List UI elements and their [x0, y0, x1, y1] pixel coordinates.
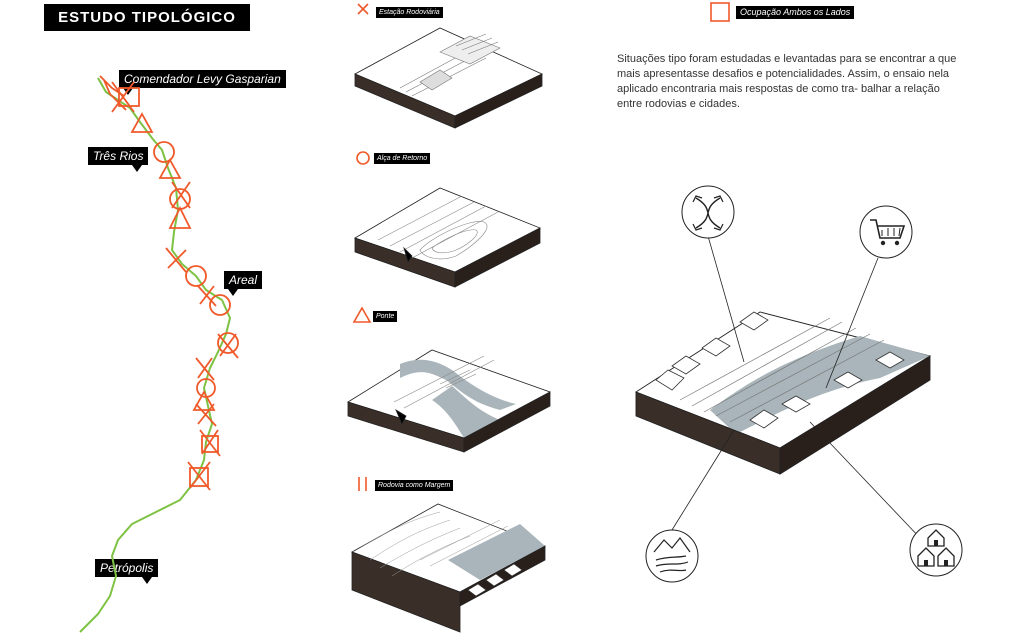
marker-square	[189, 467, 209, 487]
marker-x	[197, 285, 217, 307]
marker-square	[201, 435, 219, 453]
callout-line	[809, 421, 923, 541]
place-label-levy-gasparian: Comendador Levy Gasparian	[119, 70, 286, 95]
place-label-tres-rios: Três Rios	[88, 147, 149, 172]
legend-x-icon	[357, 3, 369, 15]
place-label-areal: Areal	[224, 271, 263, 296]
marker-circle	[217, 332, 239, 354]
description-text: Situações tipo foram estudadas e levanta…	[617, 53, 957, 110]
highway-route	[79, 77, 232, 633]
marker-circle	[209, 294, 231, 316]
legend-label-rodovia-como-margem: Rodovia como Margem	[375, 480, 454, 491]
callout-line	[825, 257, 879, 389]
marker-x	[195, 357, 215, 381]
callout-line	[707, 235, 745, 363]
block-combined-situation	[635, 311, 932, 475]
marker-circle	[185, 265, 207, 287]
legend-square-icon	[710, 2, 730, 22]
marker-x	[187, 461, 211, 491]
marker-triangle	[130, 112, 154, 133]
legend-label-alca-de-retorno: Alça de Retorno	[374, 153, 431, 164]
legend-label-estacao-rodoviaria: Estação Rodoviária	[376, 7, 443, 18]
marker-x	[195, 403, 217, 427]
marker-circle	[153, 141, 175, 163]
marker-triangle	[192, 390, 216, 411]
block-alca-de-retorno	[354, 187, 541, 288]
marker-x	[217, 333, 239, 359]
arrows-exchange-icon	[681, 185, 735, 239]
page-title: ESTUDO TIPOLÓGICO	[44, 4, 250, 31]
marker-x	[165, 247, 187, 273]
block-estacao-rodoviaria	[354, 27, 543, 129]
legend-circle-icon	[356, 151, 370, 165]
marker-x	[111, 81, 135, 113]
shopping-cart-icon	[859, 205, 913, 259]
route-markers	[111, 81, 239, 491]
block-rodovia-como-margem	[351, 503, 546, 633]
legend-label-ponte: Ponte	[373, 311, 398, 322]
marker-triangle	[168, 205, 192, 229]
marker-triangle	[158, 158, 182, 179]
legend-double-bar-icon	[358, 477, 367, 491]
legend-label-ocupacao-ambos-lados: Ocupação Ambos os Lados	[736, 6, 855, 19]
legend-triangle-icon	[352, 306, 372, 323]
river-landscape-icon	[645, 529, 699, 583]
marker-x	[199, 429, 221, 457]
houses-icon	[909, 523, 963, 577]
callout-line	[671, 429, 735, 531]
marker-x	[171, 181, 191, 209]
block-ponte	[347, 349, 551, 453]
